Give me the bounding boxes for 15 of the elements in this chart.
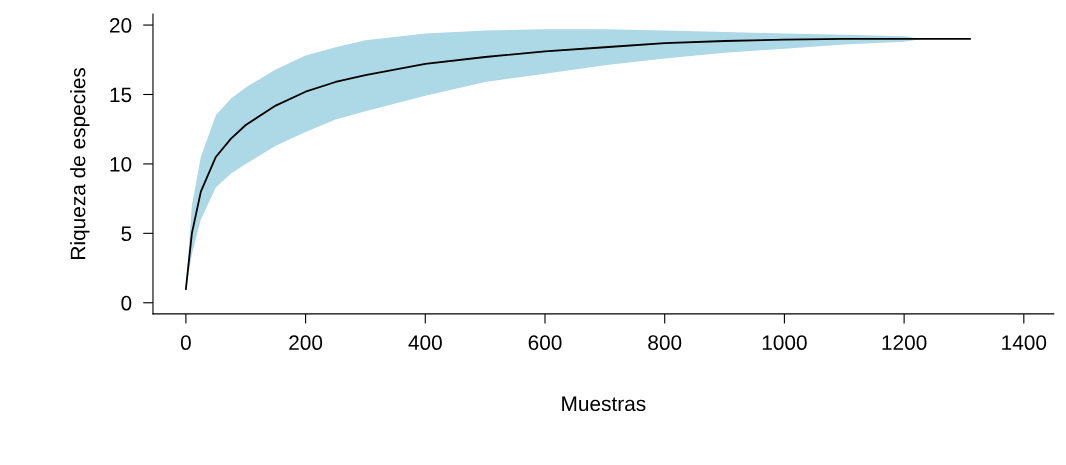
x-tick-label: 1400 — [1002, 335, 1047, 351]
y-tick-label: 15 — [110, 87, 132, 103]
y-tick-label: 5 — [121, 226, 132, 242]
x-tick-label: 1200 — [882, 335, 927, 351]
x-tick-label: 1000 — [762, 335, 807, 351]
x-tick-label: 200 — [289, 335, 323, 351]
x-tick-label: 0 — [180, 335, 191, 351]
y-tick-label: 20 — [110, 18, 132, 33]
x-tick-label: 600 — [528, 335, 562, 351]
y-axis-title: Riqueza de especies — [70, 67, 90, 259]
y-tick-label: 0 — [121, 295, 132, 311]
x-tick-label: 400 — [408, 335, 442, 351]
x-tick-label: 800 — [648, 335, 682, 351]
x-axis-title: Muestras — [562, 396, 646, 412]
y-tick-label: 10 — [110, 156, 132, 172]
